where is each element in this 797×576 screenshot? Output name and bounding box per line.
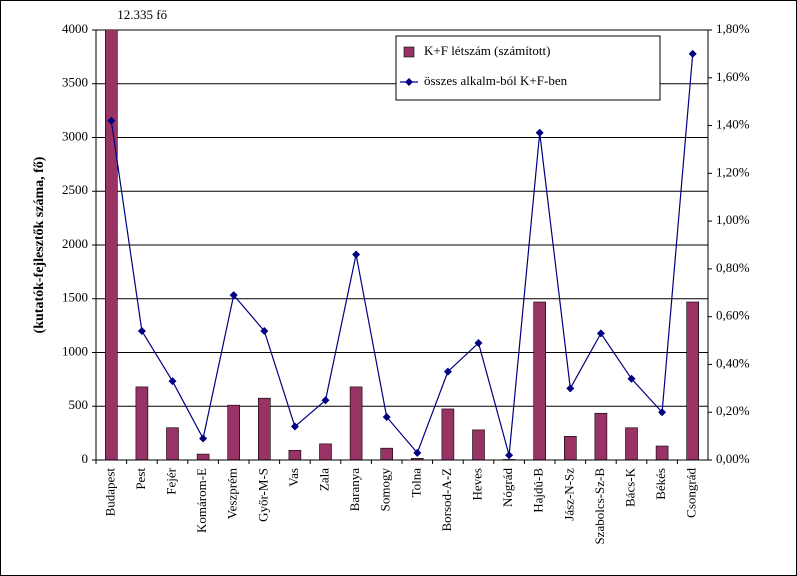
y-tick-label: 2500 (62, 182, 88, 197)
y2-tick-label: 1,60% (716, 69, 750, 84)
y-tick-label: 500 (69, 397, 89, 412)
x-tick-label: Pest (133, 468, 148, 490)
y2-tick-label: 1,80% (716, 21, 750, 36)
line (110, 53, 694, 456)
bar (625, 427, 638, 460)
y2-tick-label: 0,80% (716, 260, 750, 275)
bar (105, 30, 118, 460)
legend-swatch-marker (405, 78, 413, 86)
bar (135, 386, 149, 460)
y-tick-label: 4000 (62, 21, 88, 36)
x-tick-label: Heves (469, 468, 484, 501)
line-marker (474, 338, 483, 347)
x-tick-label: Komárom-E (194, 468, 209, 533)
x-tick-label: Tolna (408, 468, 423, 498)
bar (533, 301, 547, 460)
y2-tick-label: 0,20% (716, 403, 750, 418)
line-marker (260, 327, 269, 335)
x-tick-label: Budapest (102, 468, 117, 517)
y2-tick-label: 0,60% (716, 308, 750, 323)
line-marker (443, 367, 452, 376)
line-marker (321, 396, 330, 405)
x-tick-label: Győr-M-S (255, 468, 270, 522)
line-marker (352, 250, 361, 259)
y-tick-label: 1500 (62, 290, 88, 305)
y2-tick-label: 1,20% (716, 164, 750, 179)
y2-tick-label: 0,00% (716, 451, 750, 466)
bar (472, 429, 485, 460)
line-marker (505, 451, 514, 460)
x-tick-label: Baranya (347, 468, 362, 512)
line-marker (382, 413, 391, 421)
bar (319, 443, 332, 460)
bar (441, 408, 455, 460)
line-marker (229, 291, 238, 300)
x-tick-label: Nógrád (500, 468, 515, 507)
plot-area (105, 30, 700, 460)
legend-swatch (403, 46, 415, 58)
bar (166, 427, 179, 460)
y-tick-label: 3000 (62, 128, 88, 143)
y-tick-label: 0 (82, 451, 89, 466)
line-marker (688, 49, 697, 58)
legend-label: K+F létszám (számított) (424, 43, 550, 58)
line-marker (658, 408, 667, 417)
y2-tick-label: 1,40% (716, 117, 750, 132)
x-tick-label: Csongrád (684, 468, 699, 518)
line-marker (596, 329, 605, 338)
line-marker (107, 116, 116, 125)
x-tick-label: Borsod-A-Z (439, 468, 454, 532)
x-tick-label: Fejér (163, 467, 178, 494)
bar (655, 445, 669, 460)
bar (594, 412, 608, 460)
y-tick-label: 1000 (62, 343, 88, 358)
y-tick-label: 3500 (62, 75, 88, 90)
x-tick-label: Somogy (378, 468, 393, 512)
bar (227, 404, 240, 460)
line-marker (535, 128, 544, 137)
x-tick-label: Békés (653, 468, 668, 500)
y2-tick-label: 1,00% (716, 212, 750, 227)
bar (349, 386, 363, 460)
bar (410, 458, 424, 460)
x-tick-label: Jász-N-Sz (561, 468, 576, 521)
y2-tick-label: 0,40% (716, 355, 750, 370)
value-label: 12.335 fő (117, 7, 167, 22)
x-tick-label: Vas (286, 468, 301, 487)
x-tick-label: Veszprém (225, 468, 240, 519)
bar (563, 436, 577, 460)
x-tick-label: Bács-K (622, 467, 637, 507)
legend (395, 35, 661, 101)
bar (686, 301, 700, 460)
x-tick-label: Hajdú-B (531, 468, 546, 513)
line-marker (566, 384, 575, 393)
bar (257, 397, 271, 460)
bar (196, 453, 210, 460)
x-tick-label: Szabolcs-Sz-B (592, 468, 607, 545)
line-marker (199, 434, 208, 443)
line-marker (137, 327, 146, 335)
x-tick-label: Zala (316, 468, 331, 491)
bar (288, 450, 302, 460)
y-axis-label: (kutatók-fejlesztők száma, fő) (32, 156, 47, 333)
y-tick-label: 2000 (62, 236, 88, 251)
legend-label: összes alkalm-ból K+F-ben (424, 73, 568, 88)
bar (380, 447, 394, 460)
line-marker (290, 422, 299, 431)
line-marker (627, 374, 636, 383)
line-marker (413, 448, 422, 457)
line-marker (168, 377, 177, 386)
